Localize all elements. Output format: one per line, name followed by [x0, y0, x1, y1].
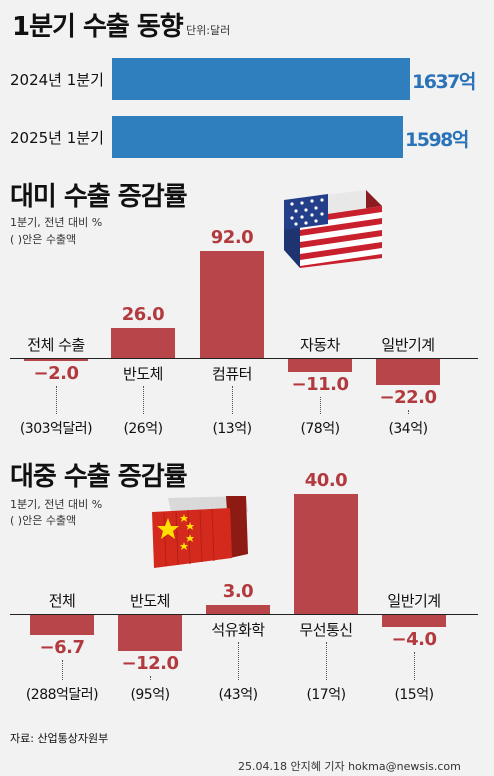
leader-line	[326, 642, 327, 680]
leader-line	[143, 386, 144, 414]
growth-bar	[376, 359, 440, 385]
growth-bar	[24, 359, 88, 362]
export-value-label: 1637억	[412, 71, 476, 93]
growth-value-label: −12.0	[121, 653, 180, 674]
chart-axis	[10, 358, 478, 359]
category-label: 일반기계	[387, 592, 441, 610]
category-label: 일반기계	[381, 336, 435, 354]
credit-text: 25.04.18 안지혜 기자 hokma@newsis.com	[238, 760, 461, 773]
us-chart-note-2: ( )안은 수출액	[10, 233, 77, 246]
category-label: 반도체	[123, 365, 163, 383]
year-label: 2024년 1분기	[10, 71, 104, 89]
export-bar	[112, 116, 403, 158]
growth-value-label: −11.0	[291, 373, 350, 395]
export-amount-label: (26억)	[123, 421, 163, 437]
year-label: 2025년 1분기	[10, 129, 104, 147]
source-text: 자료: 산업통상자원부	[10, 732, 109, 745]
page-title: 1분기 수출 동향	[12, 12, 184, 42]
growth-bar	[118, 615, 182, 651]
category-label: 반도체	[130, 592, 170, 610]
export-amount-label: (95억)	[130, 687, 170, 703]
leader-line	[408, 409, 409, 414]
us-chart-title: 대미 수출 증감률	[10, 182, 188, 212]
china-chart-note-2: ( )안은 수출액	[10, 514, 77, 527]
growth-value-label: −6.7	[39, 637, 85, 659]
growth-value-label: 40.0	[304, 470, 348, 491]
china-flag-container-icon	[152, 496, 248, 568]
growth-bar	[206, 605, 270, 614]
growth-value-label: 3.0	[222, 581, 254, 602]
export-bar	[112, 58, 410, 100]
export-amount-label: (78억)	[300, 421, 340, 437]
leader-line	[232, 386, 233, 414]
growth-bar	[288, 359, 352, 372]
us-flag-container-icon	[284, 190, 382, 268]
growth-bar	[200, 251, 264, 358]
leader-line	[150, 676, 151, 680]
leader-line	[238, 642, 239, 680]
export-amount-label: (288억달러)	[25, 687, 99, 703]
chart-axis	[10, 614, 478, 615]
leader-line	[62, 660, 63, 680]
growth-value-label: 26.0	[121, 303, 165, 325]
category-label: 무선통신	[299, 621, 353, 639]
unit-label: 단위:달러	[186, 24, 231, 37]
growth-value-label: −2.0	[33, 363, 79, 385]
leader-line	[56, 386, 57, 414]
growth-bar	[294, 494, 358, 614]
china-chart-note-1: 1분기, 전년 대비 %	[10, 498, 103, 511]
export-amount-label: (15억)	[394, 687, 434, 703]
growth-bar	[111, 327, 175, 358]
leader-line	[414, 652, 415, 680]
growth-bar	[382, 615, 446, 627]
export-amount-label: (34억)	[388, 421, 428, 437]
export-value-label: 1598억	[405, 129, 469, 151]
category-label: 전체 수출	[27, 336, 85, 354]
growth-value-label: −22.0	[379, 386, 438, 408]
export-amount-label: (13억)	[212, 421, 252, 437]
growth-value-label: −4.0	[391, 629, 437, 650]
us-chart-note-1: 1분기, 전년 대비 %	[10, 216, 103, 229]
growth-value-label: 92.0	[210, 227, 254, 249]
leader-line	[320, 396, 321, 414]
category-label: 자동차	[300, 336, 340, 354]
category-label: 전체	[48, 592, 76, 610]
category-label: 컴퓨터	[212, 365, 252, 383]
export-amount-label: (43억)	[218, 687, 258, 703]
growth-bar	[30, 615, 94, 636]
china-chart-title: 대중 수출 증감률	[10, 462, 188, 492]
export-amount-label: (303억달러)	[19, 421, 93, 437]
category-label: 석유화학	[211, 621, 265, 639]
export-amount-label: (17억)	[306, 687, 346, 703]
